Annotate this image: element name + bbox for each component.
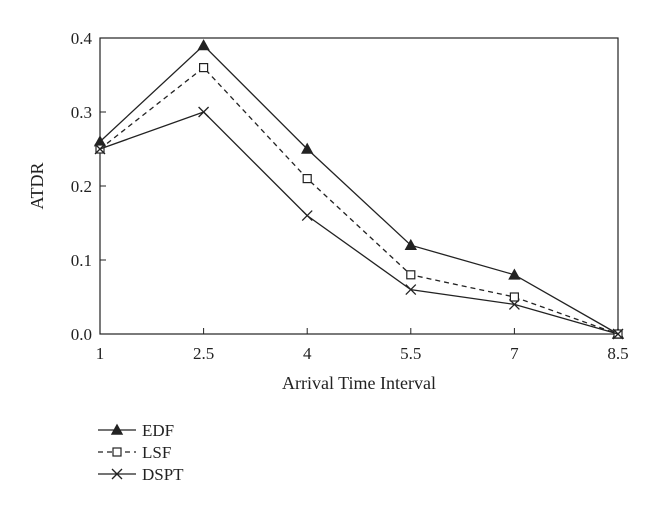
square-marker bbox=[302, 174, 312, 184]
cross-marker bbox=[301, 210, 313, 222]
y-tick-label: 0.1 bbox=[71, 251, 92, 270]
legend: EDF LSF DSPT bbox=[98, 421, 184, 484]
y-tick-label: 0.0 bbox=[71, 325, 92, 344]
y-axis-title: ATDR bbox=[27, 162, 47, 209]
triangle-marker bbox=[197, 39, 210, 51]
legend-label: DSPT bbox=[142, 465, 184, 484]
y-tick-label: 0.3 bbox=[71, 103, 92, 122]
triangle-marker bbox=[110, 423, 124, 435]
square-marker bbox=[199, 62, 209, 73]
x-axis-title: Arrival Time Interval bbox=[282, 373, 436, 393]
cross-marker bbox=[111, 468, 123, 480]
series-line bbox=[99, 111, 619, 335]
x-tick-label: 2.5 bbox=[193, 344, 214, 363]
legend-item-edf: EDF bbox=[98, 421, 174, 440]
legend-label: LSF bbox=[142, 443, 171, 462]
square-marker bbox=[112, 447, 122, 457]
triangle-marker bbox=[508, 268, 521, 280]
x-tick-label: 7 bbox=[510, 344, 519, 363]
x-tick-label: 5.5 bbox=[400, 344, 421, 363]
legend-label: EDF bbox=[142, 421, 174, 440]
cross-marker bbox=[94, 143, 106, 155]
series-layer bbox=[93, 39, 625, 340]
cross-marker bbox=[508, 298, 520, 310]
y-axis-ticks: 0.0 0.1 0.2 0.3 0.4 bbox=[71, 29, 106, 344]
x-tick-label: 8.5 bbox=[607, 344, 628, 363]
triangle-marker bbox=[301, 142, 314, 154]
cross-marker bbox=[405, 284, 417, 296]
x-tick-label: 1 bbox=[96, 344, 105, 363]
cross-marker bbox=[612, 328, 624, 340]
x-axis-ticks: 1 2.5 4 5.5 7 8.5 bbox=[96, 328, 629, 363]
series-lsf bbox=[95, 62, 623, 339]
series-edf bbox=[93, 39, 625, 339]
series-line bbox=[99, 44, 619, 335]
triangle-marker bbox=[404, 238, 417, 251]
square-marker bbox=[509, 292, 519, 302]
series-line bbox=[99, 66, 619, 335]
y-tick-label: 0.2 bbox=[71, 177, 92, 196]
cross-marker bbox=[198, 106, 210, 118]
series-dspt bbox=[94, 106, 624, 340]
x-tick-label: 4 bbox=[303, 344, 312, 363]
legend-item-lsf: LSF bbox=[98, 443, 171, 462]
square-marker bbox=[406, 270, 416, 280]
legend-item-dspt: DSPT bbox=[98, 465, 184, 484]
y-tick-label: 0.4 bbox=[71, 29, 93, 48]
